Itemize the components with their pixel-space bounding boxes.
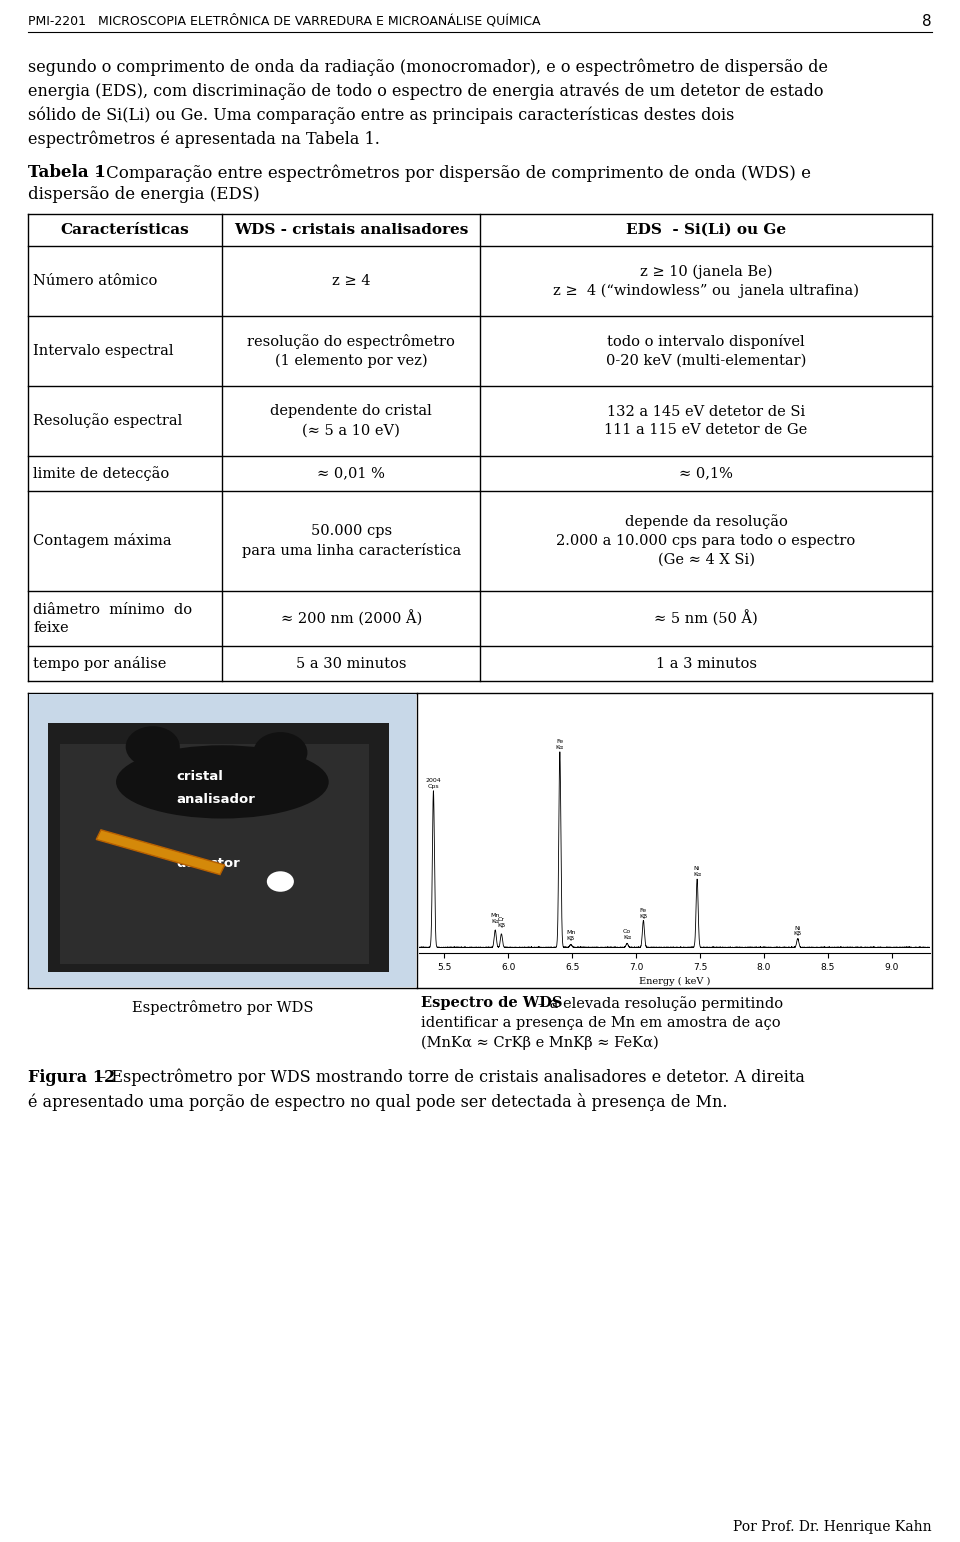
Text: Características: Características xyxy=(60,224,189,237)
Text: (≈ 5 a 10 eV): (≈ 5 a 10 eV) xyxy=(302,424,400,438)
Text: Intervalo espectral: Intervalo espectral xyxy=(33,344,174,358)
Text: ≈ 200 nm (2000 Å): ≈ 200 nm (2000 Å) xyxy=(280,611,421,626)
Text: tempo por análise: tempo por análise xyxy=(33,655,166,671)
Text: dependente do cristal: dependente do cristal xyxy=(271,404,432,418)
Text: Espectrômetro por WDS: Espectrômetro por WDS xyxy=(132,1001,313,1015)
Text: 0-20 keV (multi-elementar): 0-20 keV (multi-elementar) xyxy=(606,353,806,367)
Text: 2.000 a 10.000 cps para todo o espectro: 2.000 a 10.000 cps para todo o espectro xyxy=(557,534,855,547)
Text: Fe
Kα: Fe Kα xyxy=(556,739,564,749)
Circle shape xyxy=(267,871,294,891)
Circle shape xyxy=(126,726,180,768)
Text: segundo o comprimento de onda da radiação (monocromador), e o espectrômetro de d: segundo o comprimento de onda da radiaçã… xyxy=(28,59,828,76)
Text: é apresentado uma porção de espectro no qual pode ser detectada à presença de Mn: é apresentado uma porção de espectro no … xyxy=(28,1093,728,1110)
Text: ≈ 5 nm (50 Å): ≈ 5 nm (50 Å) xyxy=(654,611,757,626)
Text: Espectro de WDS: Espectro de WDS xyxy=(420,996,563,1010)
Text: detector: detector xyxy=(176,857,240,870)
Text: limite de detecção: limite de detecção xyxy=(33,466,169,481)
Text: Contagem máxima: Contagem máxima xyxy=(33,534,172,549)
Text: depende da resolução: depende da resolução xyxy=(625,515,787,529)
Text: EDS  - Si(Li) ou Ge: EDS - Si(Li) ou Ge xyxy=(626,224,786,237)
Text: Por Prof. Dr. Henrique Kahn: Por Prof. Dr. Henrique Kahn xyxy=(733,1520,932,1534)
Text: Ni
Kα: Ni Kα xyxy=(693,867,701,877)
Text: 2004
Cps: 2004 Cps xyxy=(425,779,442,790)
Bar xyxy=(60,743,370,964)
Text: dispersão de energia (EDS): dispersão de energia (EDS) xyxy=(28,187,260,204)
Ellipse shape xyxy=(116,745,328,819)
Text: Número atômico: Número atômico xyxy=(33,274,157,288)
Text: Mn
Kα: Mn Kα xyxy=(491,913,500,924)
Text: (1 elemento por vez): (1 elemento por vez) xyxy=(275,353,427,367)
Text: ≈ 0,1%: ≈ 0,1% xyxy=(679,467,732,481)
Text: sólido de Si(Li) ou Ge. Uma comparação entre as principais características deste: sólido de Si(Li) ou Ge. Uma comparação e… xyxy=(28,106,734,123)
Text: Figura 12: Figura 12 xyxy=(28,1069,115,1086)
Text: 1 a 3 minutos: 1 a 3 minutos xyxy=(656,657,756,671)
Text: z ≥ 10 (janela Be): z ≥ 10 (janela Be) xyxy=(639,264,772,279)
Text: diâmetro  mínimo  do: diâmetro mínimo do xyxy=(33,603,192,617)
Text: - Comparação entre espectrômetros por dispersão de comprimento de onda (WDS) e: - Comparação entre espectrômetros por di… xyxy=(90,163,811,182)
Text: energia (EDS), com discriminação de todo o espectro de energia através de um det: energia (EDS), com discriminação de todo… xyxy=(28,82,824,100)
Text: para uma linha característica: para uma linha característica xyxy=(242,543,461,558)
Text: resolução do espectrômetro: resolução do espectrômetro xyxy=(248,335,455,348)
Text: 8: 8 xyxy=(923,14,932,29)
Text: z ≥  4 (“windowless” ou  janela ultrafina): z ≥ 4 (“windowless” ou janela ultrafina) xyxy=(553,284,859,298)
Text: Cr
Kβ: Cr Kβ xyxy=(497,917,506,928)
X-axis label: Energy ( keV ): Energy ( keV ) xyxy=(638,978,710,987)
Text: todo o intervalo disponível: todo o intervalo disponível xyxy=(607,335,804,348)
Text: 50.000 cps: 50.000 cps xyxy=(311,524,392,538)
Text: Ni
Kβ: Ni Kβ xyxy=(794,925,802,936)
Text: Tabela 1: Tabela 1 xyxy=(28,163,106,180)
Text: cristal: cristal xyxy=(176,769,223,782)
Text: 5 a 30 minutos: 5 a 30 minutos xyxy=(296,657,406,671)
Text: 111 a 115 eV detetor de Ge: 111 a 115 eV detetor de Ge xyxy=(605,424,807,438)
Text: Resolução espectral: Resolução espectral xyxy=(33,413,182,429)
Text: (Ge ≈ 4 X Si): (Ge ≈ 4 X Si) xyxy=(658,554,755,567)
Text: Mn
Kβ: Mn Kβ xyxy=(566,930,575,941)
Text: ≈ 0,01 %: ≈ 0,01 % xyxy=(317,467,385,481)
Text: espectrômetros é apresentada na Tabela 1.: espectrômetros é apresentada na Tabela 1… xyxy=(28,130,380,148)
Text: feixe: feixe xyxy=(33,620,68,634)
Text: 132 a 145 eV detetor de Si: 132 a 145 eV detetor de Si xyxy=(607,404,805,418)
Text: Fe
Kβ: Fe Kβ xyxy=(639,908,647,919)
Text: – a elevada resolução permitindo: – a elevada resolução permitindo xyxy=(533,996,782,1012)
Circle shape xyxy=(253,732,307,773)
FancyArrow shape xyxy=(96,830,225,874)
Text: z ≥ 4: z ≥ 4 xyxy=(332,274,371,288)
Bar xyxy=(48,723,389,973)
Text: PMI-2201   MICROSCOPIA ELETRÔNICA DE VARREDURA E MICROANÁLISE QUÍMICA: PMI-2201 MICROSCOPIA ELETRÔNICA DE VARRE… xyxy=(28,14,540,28)
Text: Co
Kα: Co Kα xyxy=(623,930,631,941)
Text: analisador: analisador xyxy=(176,793,254,806)
Text: (MnKα ≈ CrKβ e MnKβ ≈ FeKα): (MnKα ≈ CrKβ e MnKβ ≈ FeKα) xyxy=(420,1036,659,1050)
Text: identificar a presença de Mn em amostra de aço: identificar a presença de Mn em amostra … xyxy=(420,1016,780,1030)
Text: WDS - cristais analisadores: WDS - cristais analisadores xyxy=(234,224,468,237)
Text: – Espectrômetro por WDS mostrando torre de cristais analisadores e detetor. A di: – Espectrômetro por WDS mostrando torre … xyxy=(93,1069,804,1087)
